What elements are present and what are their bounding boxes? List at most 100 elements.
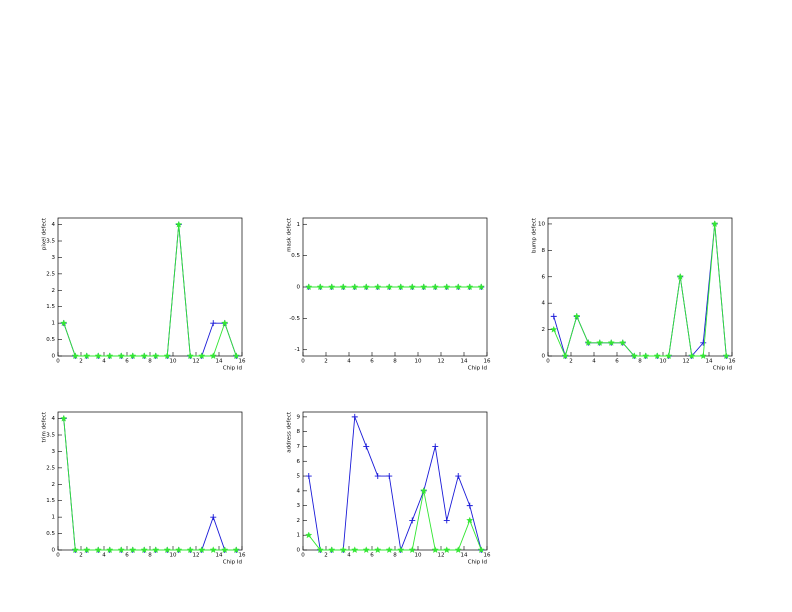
- marker-star: [316, 546, 324, 554]
- x-tick-label: 14: [216, 359, 223, 365]
- x-tick-label: 0: [301, 553, 305, 559]
- y-tick-label: 1.5: [46, 498, 55, 504]
- y-tick-label: 8: [542, 248, 546, 254]
- x-tick-label: 2: [569, 359, 573, 365]
- marker-star: [466, 516, 474, 524]
- series-line: [63, 418, 237, 551]
- marker-star: [328, 546, 336, 554]
- y-tick-label: 4: [297, 488, 301, 494]
- x-tick-label: 12: [193, 359, 200, 365]
- y-tick-label: 0: [297, 285, 301, 291]
- marker-star: [71, 352, 79, 360]
- x-tick-label: 2: [324, 553, 328, 559]
- x-tick-label: 6: [615, 359, 619, 365]
- plot-frame: [57, 217, 243, 357]
- marker-star: [328, 283, 336, 291]
- marker-star: [152, 352, 160, 360]
- marker-star: [305, 283, 313, 291]
- marker-star: [60, 414, 68, 422]
- marker-star: [94, 546, 102, 554]
- marker-star: [83, 352, 91, 360]
- marker-star: [385, 546, 393, 554]
- y-tick-label: 3: [52, 255, 56, 261]
- y-tick-label: 7: [297, 444, 301, 450]
- plot-frame: [57, 411, 243, 551]
- y-tick-label: 8: [297, 429, 301, 435]
- y-axis-label: pixel defect: [42, 217, 48, 250]
- marker-star: [351, 546, 359, 554]
- x-tick-label: 8: [393, 553, 397, 559]
- marker-star: [140, 546, 148, 554]
- x-tick-label: 14: [461, 553, 468, 559]
- marker-star: [175, 220, 183, 228]
- x-tick-label: 2: [324, 359, 328, 365]
- plot-frame: [302, 411, 488, 551]
- marker-plus: [409, 517, 416, 524]
- series-line: [553, 223, 727, 358]
- marker-star: [584, 339, 592, 346]
- marker-star: [688, 352, 696, 360]
- marker-star: [722, 352, 730, 360]
- x-tick-label: 10: [170, 553, 177, 559]
- marker-star: [454, 283, 462, 291]
- marker-star: [339, 283, 347, 291]
- x-tick-label: 16: [484, 553, 491, 559]
- x-tick-label: 12: [193, 553, 200, 559]
- x-tick-label: 12: [438, 359, 445, 365]
- x-axis-label: Chip Id: [713, 366, 732, 372]
- marker-star: [140, 352, 148, 360]
- marker-star: [351, 283, 359, 291]
- x-tick-label: 8: [148, 359, 152, 365]
- marker-star: [374, 283, 382, 291]
- y-tick-label: 0: [297, 548, 301, 554]
- y-tick-label: 2: [52, 482, 56, 488]
- marker-star: [374, 546, 382, 554]
- marker-plus: [432, 443, 439, 450]
- y-tick-label: -0.5: [289, 316, 300, 322]
- marker-star: [163, 546, 171, 554]
- x-tick-label: 12: [683, 359, 690, 365]
- y-tick-label: 2.5: [46, 271, 55, 277]
- x-tick-label: 4: [102, 553, 106, 559]
- marker-star: [477, 546, 485, 554]
- marker-star: [385, 283, 393, 291]
- marker-plus: [443, 517, 450, 524]
- marker-star: [653, 352, 661, 360]
- x-tick-label: 8: [638, 359, 642, 365]
- y-tick-label: 1: [52, 321, 56, 327]
- marker-star: [454, 546, 462, 554]
- series-line: [63, 224, 237, 357]
- x-tick-label: 2: [79, 359, 83, 365]
- x-tick-label: 16: [239, 359, 246, 365]
- y-axis-label: mask defect: [287, 217, 293, 252]
- x-tick-label: 0: [546, 359, 550, 365]
- marker-star: [186, 546, 194, 554]
- marker-star: [431, 546, 439, 554]
- x-tick-label: 4: [347, 553, 351, 559]
- marker-star: [362, 546, 370, 554]
- marker-star: [408, 283, 416, 291]
- marker-star: [209, 546, 217, 554]
- marker-star: [420, 487, 428, 494]
- marker-star: [106, 546, 114, 554]
- marker-star: [397, 546, 405, 554]
- marker-star: [198, 546, 206, 554]
- marker-star: [362, 283, 370, 291]
- marker-star: [232, 352, 240, 360]
- marker-star: [596, 339, 604, 346]
- marker-plus: [210, 514, 217, 521]
- marker-star: [94, 352, 102, 360]
- x-tick-label: 14: [461, 359, 468, 365]
- y-tick-label: 3: [52, 449, 56, 455]
- x-tick-label: 4: [347, 359, 351, 365]
- y-tick-label: 2: [52, 288, 56, 294]
- y-tick-label: 6: [542, 274, 546, 280]
- y-tick-label: 3: [297, 503, 301, 509]
- x-tick-label: 6: [370, 553, 374, 559]
- x-tick-label: 10: [170, 359, 177, 365]
- marker-star: [221, 319, 229, 327]
- y-tick-label: 0.5: [46, 531, 55, 537]
- y-tick-label: 5: [297, 474, 301, 480]
- x-tick-label: 10: [660, 359, 667, 365]
